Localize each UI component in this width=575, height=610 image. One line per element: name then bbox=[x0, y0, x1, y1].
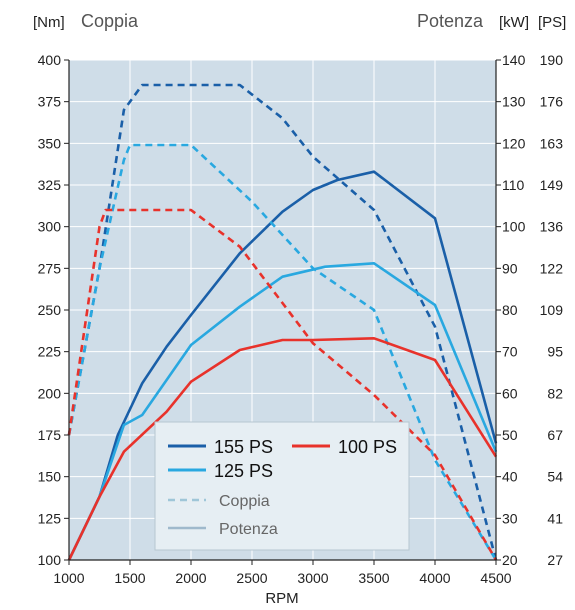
y-tick-label-nm: 150 bbox=[38, 469, 62, 485]
legend-items: 155 PS 100 PS 125 PS Coppia Potenza bbox=[168, 437, 397, 538]
x-tick-label: 4500 bbox=[480, 570, 511, 586]
x-tick-label: 3000 bbox=[297, 570, 328, 586]
legend-style-label: Potenza bbox=[219, 521, 278, 538]
y-tick-label-kw: 60 bbox=[502, 385, 518, 401]
legend: 155 PS 100 PS 125 PS Coppia Potenza bbox=[154, 421, 410, 551]
y-tick-label-nm: 350 bbox=[38, 135, 62, 151]
y-tick-label-nm: 275 bbox=[38, 260, 62, 276]
y-tick-label-ps: 190 bbox=[540, 52, 564, 68]
y-tick-label-ps: 122 bbox=[540, 260, 564, 276]
series-line-100-ps-potenza bbox=[67, 337, 498, 561]
y-tick-label-nm: 100 bbox=[38, 552, 62, 568]
y-tick-label-kw: 100 bbox=[502, 219, 526, 235]
x-tick-label: 1000 bbox=[53, 570, 84, 586]
y-tick-label-kw: 90 bbox=[502, 260, 518, 276]
right-unit-kw-label: [kW] bbox=[499, 14, 529, 31]
axes bbox=[64, 59, 501, 565]
left-unit-label: [Nm] bbox=[33, 14, 65, 31]
y-tick-label-kw: 130 bbox=[502, 94, 526, 110]
x-tick-label: 2000 bbox=[175, 570, 206, 586]
y-tick-label-kw: 20 bbox=[502, 552, 518, 568]
x-tick-label: 1500 bbox=[114, 570, 145, 586]
x-tick-label: 2500 bbox=[236, 570, 267, 586]
y-tick-label-nm: 300 bbox=[38, 219, 62, 235]
y-tick-label-ps: 136 bbox=[540, 219, 564, 235]
series-lines bbox=[67, 83, 498, 561]
y-tick-label-ps: 109 bbox=[540, 302, 564, 318]
y-tick-label-kw: 120 bbox=[502, 135, 526, 151]
series-line-100-ps-coppia bbox=[67, 208, 498, 561]
y-tick-label-ps: 54 bbox=[547, 469, 563, 485]
series-line-155-ps-potenza bbox=[67, 170, 498, 561]
y-tick-label-ps: 149 bbox=[540, 177, 564, 193]
x-axis-label: RPM bbox=[265, 590, 298, 605]
y-tick-label-kw: 110 bbox=[502, 177, 525, 193]
y-tick-label-ps: 27 bbox=[547, 552, 563, 568]
x-tick-label: 4000 bbox=[419, 570, 450, 586]
legend-label: 155 PS bbox=[214, 437, 273, 457]
right-axis-title: Potenza bbox=[417, 11, 484, 31]
y-tick-label-ps: 95 bbox=[547, 344, 563, 360]
y-tick-label-ps: 163 bbox=[540, 135, 564, 151]
y-tick-label-nm: 375 bbox=[38, 94, 62, 110]
y-tick-label-kw: 50 bbox=[502, 427, 518, 443]
y-tick-label-kw: 140 bbox=[502, 52, 526, 68]
y-tick-label-nm: 225 bbox=[38, 344, 62, 360]
series-line-125-ps-coppia bbox=[67, 143, 498, 561]
right-unit-ps-label: [PS] bbox=[538, 14, 566, 31]
y-tick-label-nm: 200 bbox=[38, 385, 62, 401]
y-tick-label-nm: 325 bbox=[38, 177, 62, 193]
series-line-155-ps-coppia bbox=[67, 83, 498, 561]
legend-label: 100 PS bbox=[338, 437, 397, 457]
series-line-125-ps-potenza bbox=[67, 262, 498, 561]
y-tick-label-nm: 125 bbox=[38, 510, 62, 526]
y-tick-label-nm: 175 bbox=[38, 427, 62, 443]
left-axis-title: Coppia bbox=[81, 11, 139, 31]
y-tick-label-kw: 80 bbox=[502, 302, 518, 318]
y-tick-label-nm: 250 bbox=[38, 302, 62, 318]
y-tick-label-ps: 41 bbox=[547, 510, 563, 526]
y-tick-label-kw: 40 bbox=[502, 469, 518, 485]
x-tick-label: 3500 bbox=[358, 570, 389, 586]
y-tick-label-ps: 82 bbox=[547, 385, 563, 401]
y-tick-label-kw: 70 bbox=[502, 344, 518, 360]
y-tick-label-ps: 67 bbox=[547, 427, 563, 443]
legend-label: 125 PS bbox=[214, 461, 273, 481]
legend-style-label: Coppia bbox=[219, 493, 270, 510]
tick-labels: 100 20 27 125 30 41 150 40 54 175 50 67 200 60 82 225 70… bbox=[38, 52, 564, 586]
y-tick-label-nm: 400 bbox=[38, 52, 62, 68]
y-tick-label-ps: 176 bbox=[540, 94, 564, 110]
y-tick-label-kw: 30 bbox=[502, 510, 518, 526]
